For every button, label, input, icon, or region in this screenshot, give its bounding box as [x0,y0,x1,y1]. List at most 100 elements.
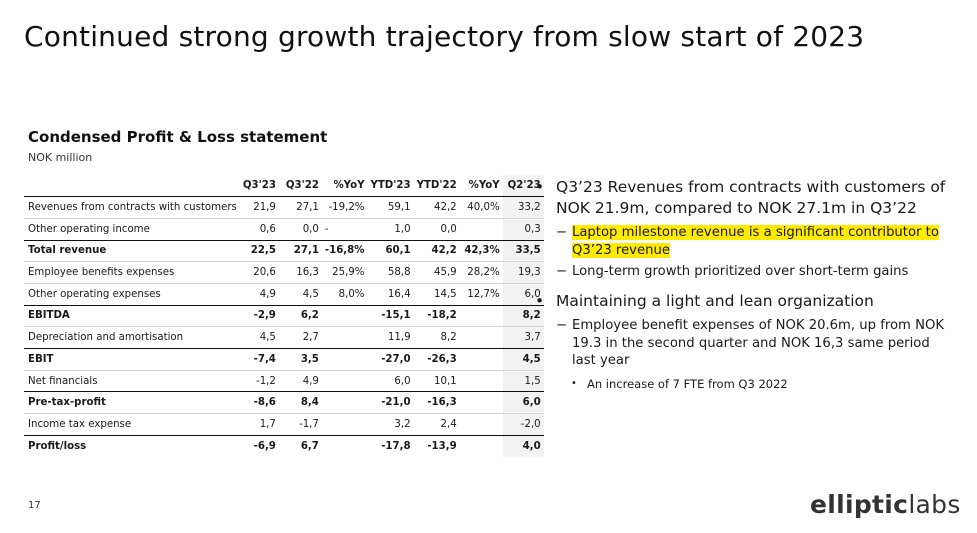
cell-ytd-22: 10,1 [413,369,460,392]
cell-ytd-22: -13,9 [413,434,460,457]
cell-q3-23: -7,4 [239,348,279,371]
cell-ytd-yoy [459,217,503,241]
cell-ytd-yoy [459,348,503,371]
row-label: EBIT [24,348,240,371]
table-header-label [24,175,240,198]
cell-yoy [321,434,368,457]
table-row: Revenues from contracts with customers 21… [24,196,544,219]
cell-ytd-23: 6,0 [367,369,414,392]
cell-ytd-22: -26,3 [413,348,460,371]
cell-yoy: - [321,217,368,241]
cell-ytd-23: -21,0 [367,391,414,414]
table-row: Pre-tax-profit -8,6 8,4 -21,0 -16,3 6,0 [24,391,544,414]
table-row: Employee benefits expenses 20,6 16,3 25,9% 5… [24,261,544,284]
cell-q2-23: 8,2 [502,304,544,327]
cell-yoy: 25,9% [321,261,368,284]
bullet-dot: • [571,377,577,389]
row-label: Other operating expenses [24,282,240,306]
cell-q3-22: 4,5 [278,282,322,306]
table-header-ytd-23: YTD'23 [367,175,414,198]
cell-ytd-yoy [459,391,503,414]
table-header-yoy: %YoY [321,175,368,198]
slide-title: Continued strong growth trajectory from … [24,20,865,53]
bullet-dash: − [556,318,568,333]
profit-loss-table: Q3'23 Q3'22 %YoY YTD'23 YTD'22 %YoY Q2'2… [24,175,544,457]
cell-q3-22: 2,7 [278,326,322,349]
cell-ytd-yoy [459,413,503,436]
commentary-bullets: • Q3’23 Revenues from contracts with cus… [535,177,947,392]
cell-q3-22: 6,7 [278,434,322,457]
cell-q3-23: 22,5 [239,239,279,262]
cell-q3-22: 0,0 [278,217,322,241]
bullet-dot: • [535,291,545,310]
cell-yoy: -19,2% [328,202,365,214]
sub-sub-bullet-text: An increase of 7 FTE from Q3 2022 [587,376,788,391]
table-row: Depreciation and amortisation 4,5 2,7 11,9 8… [24,326,544,349]
sub-sub-bullet-fte: • An increase of 7 FTE from Q3 2022 [535,376,947,392]
cell-ytd-22: 14,5 [413,282,460,306]
logo-text-light: labs [908,490,961,519]
sub-bullet-laptop-milestone: − Laptop milestone revenue is a signific… [535,224,947,259]
cell-yoy [321,348,368,371]
cell-q2-23: 33,5 [502,239,544,262]
cell-ytd-23: 16,4 [367,282,414,306]
cell-q3-23: 4,5 [239,326,279,349]
table-header-q2-23: Q2'23 [502,175,544,198]
cell-q2-23: 1,5 [502,369,544,392]
cell-q3-23: -6,9 [239,434,279,457]
cell-ytd-yoy: 40,0% [467,202,500,214]
cell-yoy: -16,8% [321,239,368,262]
cell-ytd-yoy [459,304,503,327]
cell-ytd-23: 1,0 [367,217,414,241]
table-row: Income tax expense 1,7 -1,7 3,2 2,4 -2,0 [24,413,544,436]
cell-yoy [321,326,368,349]
bullet-dash: − [556,225,568,240]
table-row: Net financials -1,2 4,9 6,0 10,1 1,5 [24,369,544,392]
cell-q2-23: 6,0 [502,391,544,414]
cell-q3-22: 8,4 [278,391,322,414]
cell-q2-23: 4,0 [502,434,544,457]
cell-q3-22: 3,5 [278,348,322,371]
table-header-q3-22: Q3'22 [278,175,322,198]
cell-q3-22: 27,1 [278,239,322,262]
cell-yoy [321,304,368,327]
row-label: Depreciation and amortisation [24,326,240,349]
cell-yoy [321,391,368,414]
cell-ytd-yoy [459,369,503,392]
cell-ytd-22: 42,2 [433,202,457,214]
cell-q2-23: 6,0 [502,282,544,306]
bullet-organization: • Maintaining a light and lean organizat… [535,291,947,312]
cell-yoy [321,413,368,436]
bullet-revenue-text: Q3’23 Revenues from contracts with custo… [556,178,946,217]
table-row: Profit/loss -6,9 6,7 -17,8 -13,9 4,0 [24,434,544,457]
sub-bullet-text: Long-term growth prioritized over short-… [572,264,909,279]
bullet-dash: − [556,264,568,279]
cell-q2-23: 0,3 [502,217,544,241]
bullet-organization-text: Maintaining a light and lean organizatio… [556,291,874,310]
table-header-q3-23: Q3'23 [239,175,279,198]
table-row: EBITDA -2,9 6,2 -15,1 -18,2 8,2 [24,304,544,327]
cell-ytd-23: -15,1 [367,304,414,327]
cell-ytd-22: 45,9 [413,261,460,284]
cell-q3-22: 27,1 [296,202,319,214]
cell-ytd-yoy: 28,2% [459,261,503,284]
cell-q3-23: 21,9 [253,202,276,214]
section-title: Condensed Profit & Loss statement [28,128,328,146]
cell-ytd-yoy [459,434,503,457]
section-subtitle: NOK million [28,151,93,164]
cell-q3-22: -1,7 [278,413,322,436]
cell-ytd-22: 0,0 [413,217,460,241]
cell-ytd-22: -18,2 [413,304,460,327]
row-label: Other operating income [24,217,240,241]
cell-ytd-22: 42,2 [413,239,460,262]
table-row: Other operating expenses 4,9 4,5 8,0% 16,4 14… [24,282,544,306]
cell-ytd-23: 3,2 [367,413,414,436]
row-label: Net financials [24,369,240,392]
highlighted-text: Laptop milestone revenue is a significan… [572,225,939,258]
cell-yoy [321,369,368,392]
cell-q2-23: 3,7 [502,326,544,349]
cell-q2-23: -2,0 [502,413,544,436]
table-row: Other operating income 0,6 0,0-1,0 0,0 0,3 [24,217,544,241]
sub-bullet-long-term-growth: − Long-term growth prioritized over shor… [535,263,947,281]
table-row: Total revenue 22,5 27,1 -16,8% 60,1 42,2 42,3%… [24,239,544,262]
